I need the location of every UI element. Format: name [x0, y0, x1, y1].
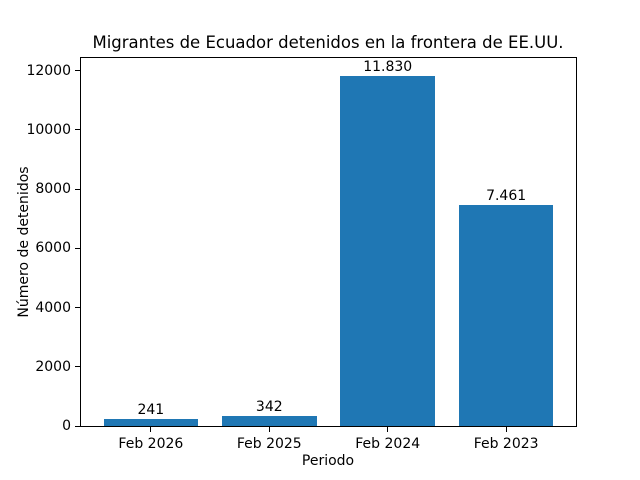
bar-feb-2024 [340, 75, 436, 426]
x-tick-label-feb-2024: Feb 2024 [355, 436, 421, 452]
x-tick-mark [505, 427, 507, 432]
y-tick-mark [75, 188, 80, 190]
y-tick-label: 2000 [35, 358, 71, 375]
y-tick-label: 6000 [35, 240, 71, 257]
bar-value-label: 7.461 [486, 187, 527, 204]
y-tick-mark [75, 307, 80, 308]
x-tick-label-feb-2025: Feb 2025 [236, 436, 302, 452]
plot-area: 241 342 11.830 7.461 [80, 57, 577, 427]
y-tick-mark [75, 70, 80, 71]
y-tick-label: 12000 [26, 62, 71, 79]
y-tick-mark [75, 129, 80, 131]
y-tick-label: 10000 [26, 121, 71, 138]
y-tick-mark [75, 247, 80, 249]
bar-feb-2025 [221, 415, 317, 426]
bar-value-label: 241 [137, 401, 165, 418]
x-tick-mark [387, 427, 389, 432]
chart-title: Migrantes de Ecuador detenidos en la fro… [92, 33, 564, 52]
x-tick-label-feb-2023: Feb 2023 [473, 436, 539, 452]
y-tick-label: 4000 [35, 299, 71, 316]
x-tick-label-feb-2026: Feb 2026 [118, 436, 184, 452]
y-tick-mark [75, 366, 80, 368]
bar-feb-2026 [103, 418, 199, 426]
x-tick-mark [268, 427, 270, 432]
bar-feb-2023 [458, 204, 554, 426]
bar-value-label: 11.830 [363, 58, 413, 75]
bar-value-label: 342 [255, 398, 283, 415]
y-tick-label: 8000 [35, 181, 71, 197]
y-tick-mark [75, 425, 80, 427]
y-tick-label: 0 [62, 418, 71, 434]
x-axis-label: Periodo [301, 453, 355, 469]
x-tick-mark [150, 427, 152, 432]
